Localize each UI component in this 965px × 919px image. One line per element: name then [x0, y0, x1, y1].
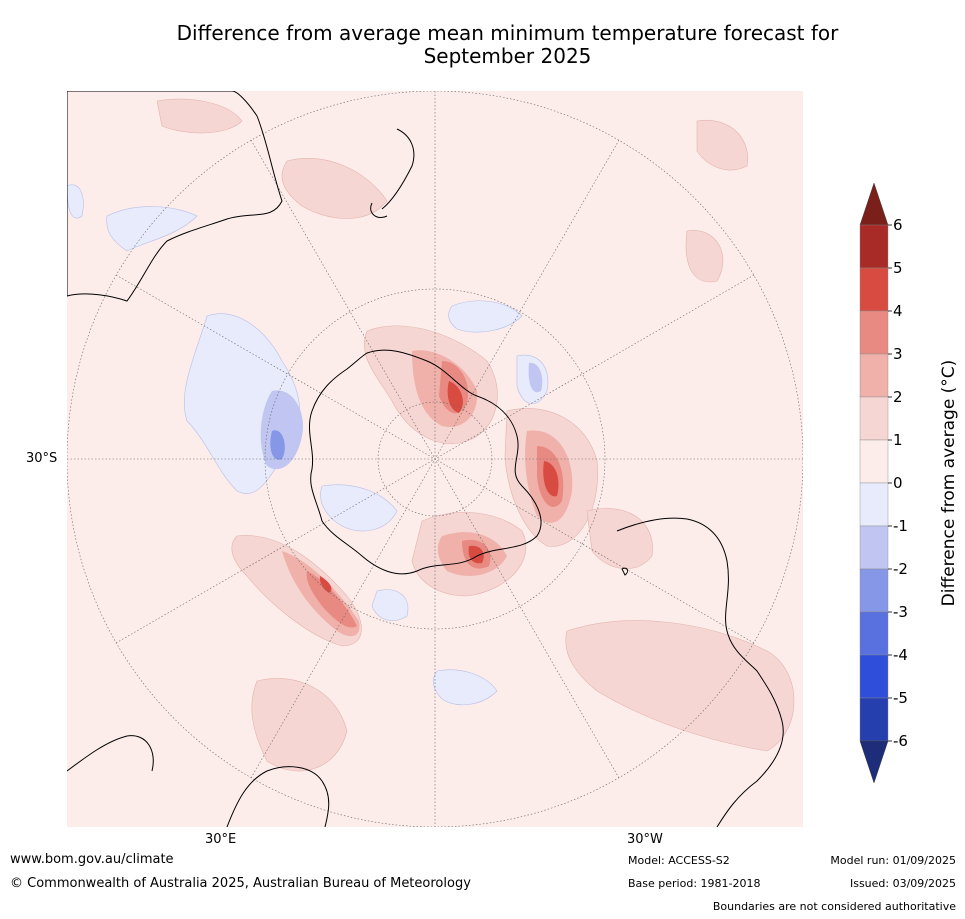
coastlines — [67, 91, 784, 827]
colorbar: 6 5 4 3 2 1 0 -1 -2 -3 -4 -5 -6 Difference from avera… — [859, 182, 959, 784]
colorbar-band — [859, 224, 889, 269]
australia-coastline — [67, 91, 283, 302]
latitude-label-30s: 30°S — [26, 451, 58, 466]
colorbar-over-arrow — [859, 182, 889, 226]
footer-model: Model: ACCESS-S2 — [628, 854, 730, 867]
colorbar-band — [859, 482, 889, 527]
colorbar-band — [859, 611, 889, 656]
warm-region-1-2-top — [156, 98, 243, 134]
warm-anomaly-regions — [156, 98, 795, 772]
colorbar-band — [859, 267, 889, 312]
cool-region-south-atlantic — [433, 669, 498, 706]
polar-anomaly-map — [67, 91, 803, 827]
colorbar-tick-label: -6 — [893, 732, 908, 750]
warm-region-1-2-atlantic-south — [586, 508, 653, 570]
footer-issued: Issued: 03/09/2025 — [849, 877, 956, 890]
colorbar-band — [859, 654, 889, 699]
footer-copyright: © Commonwealth of Australia 2025, Austra… — [10, 876, 471, 891]
colorbar-tick-label: 4 — [893, 302, 903, 320]
colorbar-band — [859, 525, 889, 570]
colorbar-band — [859, 310, 889, 355]
cool-region-top-edge — [67, 184, 84, 219]
colorbar-band — [859, 697, 889, 742]
map-title-line2: September 2025 — [423, 44, 592, 68]
colorbar-tick-label: -5 — [893, 689, 908, 707]
colorbar-band — [859, 439, 889, 484]
colorbar-tick-label: 1 — [893, 431, 903, 449]
latitude-ring-inner-1 — [264, 288, 606, 630]
warm-region-3-4-indian — [306, 571, 357, 628]
colorbar-band — [859, 568, 889, 613]
warm-region-1-2-south-america — [565, 620, 795, 752]
cool-region-east-australia — [106, 206, 198, 252]
colorbar-label: Difference from average (°C) — [939, 360, 959, 607]
warm-region-1-2-pacific-east — [685, 230, 724, 283]
colorbar-tick-label: 0 — [893, 474, 903, 492]
colorbar-tick-label: -4 — [893, 646, 908, 664]
warm-region-4-5-ross — [447, 381, 463, 413]
warm-region-1-2-top-right — [696, 119, 748, 171]
colorbar-tick-label: 2 — [893, 388, 903, 406]
colorbar-tick-label: -1 — [893, 517, 908, 535]
warm-region-4-5-bellingshausen — [543, 461, 559, 497]
colorbar-band — [859, 396, 889, 441]
colorbar-band — [859, 353, 889, 398]
map-title-line1: Difference from average mean minimum tem… — [176, 21, 839, 45]
antarctica-coastline — [308, 349, 542, 575]
cool-region-pacific-small-core — [528, 362, 543, 393]
africa-coastline — [67, 735, 330, 827]
footer-model-run: Model run: 01/09/2025 — [830, 854, 956, 867]
colorbar-tick-label: 3 — [893, 345, 903, 363]
footer-url[interactable]: www.bom.gov.au/climate — [10, 852, 174, 867]
cool-region-ross-sea — [448, 300, 523, 333]
cool-region-weddell — [320, 484, 398, 532]
colorbar-tick-label: 6 — [893, 216, 903, 234]
longitude-label-30w: 30°W — [627, 832, 663, 847]
colorbar-under-arrow — [859, 740, 889, 784]
graticule — [67, 91, 803, 827]
warm-region-1-2-nz-sea — [281, 158, 388, 219]
cool-anomaly-regions — [67, 184, 549, 706]
longitude-label-30e: 30°E — [205, 832, 237, 847]
cool-region-indian-ocean-peak — [270, 430, 285, 460]
colorbar-tick-label: 5 — [893, 259, 903, 277]
colorbar-tick-label: -3 — [893, 603, 908, 621]
colorbar-tick-label: -2 — [893, 560, 908, 578]
warm-region-4-5-indian — [319, 576, 332, 593]
warm-region-1-2-africa — [251, 678, 348, 772]
falklands-island — [621, 567, 629, 576]
footer-base-period: Base period: 1981-2018 — [628, 877, 761, 890]
footer-disclaimer: Boundaries are not considered authoritat… — [712, 900, 956, 913]
new-zealand-coastline — [370, 128, 415, 218]
south-america-coastline — [616, 517, 784, 827]
cool-region-atlantic-small — [371, 589, 409, 621]
meridian-60w — [115, 274, 755, 644]
